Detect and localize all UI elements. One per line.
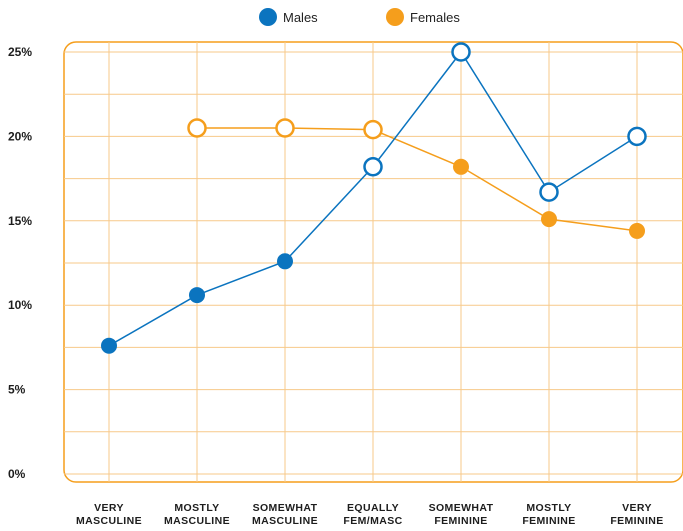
- series-points: [101, 42, 647, 354]
- legend-marker-females: [386, 8, 404, 26]
- y-tick-label: 15%: [8, 214, 32, 228]
- x-tick-label: SOMEWHAT MASCULINE: [252, 502, 318, 527]
- data-point-females: [187, 118, 207, 138]
- legend-marker-males: [259, 8, 277, 26]
- y-tick-label: 25%: [8, 45, 32, 59]
- x-tick-label: EQUALLY FEM/MASC: [343, 502, 402, 527]
- y-tick-label: 0%: [8, 467, 26, 481]
- data-point-males: [277, 253, 293, 270]
- data-point-females: [629, 222, 645, 239]
- data-point-females: [453, 158, 469, 175]
- y-tick-label: 5%: [8, 383, 26, 397]
- data-point-females: [541, 211, 557, 228]
- x-tick-label: MOSTLY FEMININE: [522, 502, 575, 527]
- legend: Males Females: [259, 8, 460, 26]
- data-point-males: [363, 157, 383, 177]
- x-tick-label: MOSTLY MASCULINE: [164, 502, 230, 527]
- y-tick-label: 10%: [8, 298, 32, 312]
- legend-label-females: Females: [410, 10, 460, 25]
- series-line-females: [197, 127, 638, 232]
- x-tick-label: VERY FEMININE: [610, 502, 663, 527]
- data-point-females: [275, 118, 295, 138]
- data-point-females: [363, 119, 383, 140]
- data-point-males: [101, 337, 117, 354]
- y-axis-ticks: 0% 5% 10% 15% 20% 25%: [8, 45, 32, 481]
- data-point-males: [539, 182, 559, 202]
- x-axis-categories: VERY MASCULINE MOSTLY MASCULINE SOMEWHAT MASC…: [76, 502, 663, 527]
- data-point-males: [189, 287, 205, 304]
- x-tick-label: SOMEWHAT FEMININE: [429, 502, 494, 527]
- grid-lines: [64, 42, 683, 482]
- legend-label-males: Males: [283, 10, 318, 25]
- data-point-males: [451, 42, 471, 62]
- y-tick-label: 20%: [8, 129, 32, 143]
- data-point-males: [627, 126, 647, 147]
- x-tick-label: VERY MASCULINE: [76, 502, 142, 527]
